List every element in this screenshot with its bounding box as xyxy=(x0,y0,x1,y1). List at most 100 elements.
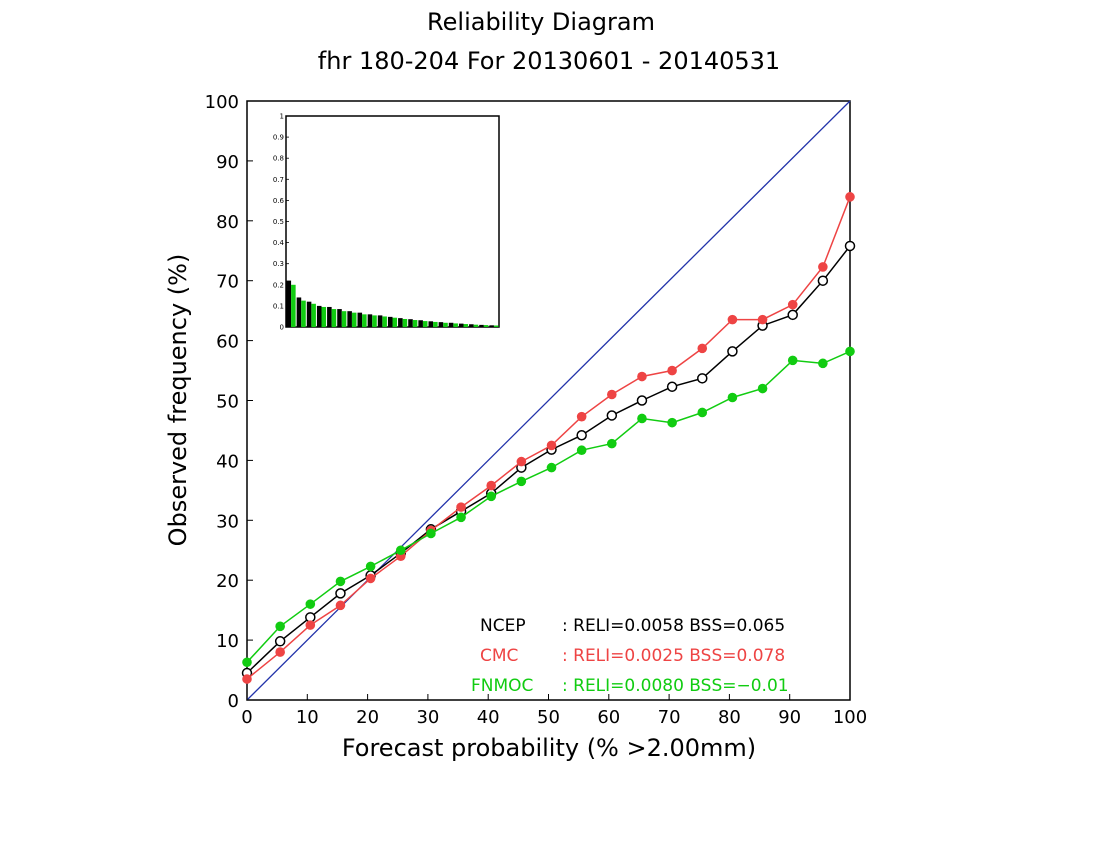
legend-name-fnmoc: FNMOC xyxy=(471,676,533,696)
y-tick-label: 100 xyxy=(205,92,239,113)
x-axis-label: Forecast probability (% >2.00mm) xyxy=(342,734,756,762)
point-ncep xyxy=(727,346,738,357)
point-ncep xyxy=(817,275,829,286)
inset-frame xyxy=(285,115,500,328)
point-ncep xyxy=(787,309,798,321)
point-fnmoc xyxy=(365,561,376,572)
inset-bar-fnmoc xyxy=(351,312,357,327)
x-tick-label: 90 xyxy=(778,707,801,728)
point-ncep xyxy=(636,395,648,406)
inset-bar-fnmoc xyxy=(311,303,316,327)
point-cmc xyxy=(787,299,798,310)
point-cmc xyxy=(757,314,768,325)
point-cmc xyxy=(845,192,855,202)
x-tick-label: 40 xyxy=(477,707,500,728)
point-fnmoc xyxy=(516,476,527,487)
inset-bar-ncep xyxy=(408,319,413,327)
chart-title: Reliability Diagram xyxy=(427,8,655,36)
inset-bar-ncep xyxy=(418,320,423,327)
x-tick-label: 30 xyxy=(416,707,439,728)
point-cmc xyxy=(818,262,828,272)
y-tick-label: 70 xyxy=(216,272,239,293)
y-tick-label: 80 xyxy=(216,212,239,233)
point-fnmoc xyxy=(335,576,346,587)
inset-bar-ncep xyxy=(347,311,352,327)
inset-y-tick-label: 0.8 xyxy=(273,155,284,163)
point-fnmoc xyxy=(637,413,647,424)
y-tick-label: 90 xyxy=(216,152,239,173)
point-fnmoc xyxy=(395,545,406,556)
point-cmc xyxy=(637,371,647,382)
legend-name-ncep: NCEP xyxy=(480,616,526,636)
inset-bar-fnmoc xyxy=(291,284,296,327)
inset-y-tick-label: 0.4 xyxy=(273,239,285,247)
inset-y-tick-label: 0 xyxy=(280,324,284,332)
point-fnmoc xyxy=(275,621,285,632)
inset-y-tick-label: 1 xyxy=(280,113,284,121)
inset-bar-fnmoc xyxy=(483,325,489,327)
point-fnmoc xyxy=(607,438,617,449)
point-ncep xyxy=(697,373,708,384)
point-cmc xyxy=(486,480,497,491)
x-tick-label: 70 xyxy=(658,707,681,728)
inset-bar-ncep xyxy=(306,301,312,327)
inset-bar-ncep xyxy=(357,312,363,327)
point-fnmoc xyxy=(667,417,677,428)
inset-bar-fnmoc xyxy=(321,306,327,327)
inset-y-tick-label: 0.6 xyxy=(273,197,285,205)
inset-bar-fnmoc xyxy=(341,311,347,327)
point-fnmoc xyxy=(305,599,316,609)
inset-bar-fnmoc xyxy=(362,314,367,327)
point-cmc xyxy=(365,573,376,584)
point-fnmoc xyxy=(757,383,768,394)
point-ncep xyxy=(335,588,346,599)
point-cmc xyxy=(607,389,617,400)
point-cmc xyxy=(576,411,587,422)
inset-bar-ncep xyxy=(327,306,332,327)
inset-bar-fnmoc xyxy=(443,322,448,327)
inset-bar-fnmoc xyxy=(453,323,458,327)
y-tick-label: 30 xyxy=(216,511,239,532)
point-ncep xyxy=(606,410,618,421)
inset-bar-ncep xyxy=(377,315,383,327)
x-tick-label: 0 xyxy=(241,707,252,728)
inset-bar-ncep xyxy=(296,297,302,327)
inset-bar-ncep xyxy=(448,322,454,327)
inset-bar-ncep xyxy=(286,280,292,327)
inset-bar-fnmoc xyxy=(372,315,377,327)
point-ncep xyxy=(666,381,678,392)
point-cmc xyxy=(275,647,285,657)
inset-bar-fnmoc xyxy=(422,321,428,327)
inset-bar-fnmoc xyxy=(433,321,438,327)
inset-bar-ncep xyxy=(489,325,494,327)
point-cmc xyxy=(305,620,316,630)
legend-stats-fnmoc: : RELI=0.0080 BSS=−0.01 xyxy=(562,676,789,696)
y-tick-label: 50 xyxy=(216,392,239,413)
inset-bar-ncep xyxy=(469,324,474,327)
inset-bar-ncep xyxy=(387,316,393,327)
x-tick-label: 60 xyxy=(597,707,620,728)
inset-bar-fnmoc xyxy=(493,325,499,327)
point-fnmoc xyxy=(242,657,252,668)
point-ncep xyxy=(576,429,587,441)
y-tick-label: 10 xyxy=(216,631,239,652)
inset-bar-fnmoc xyxy=(392,317,398,327)
legend-stats-ncep: : RELI=0.0058 BSS=0.065 xyxy=(562,616,785,636)
point-cmc xyxy=(242,674,252,684)
y-tick-label: 20 xyxy=(216,571,239,592)
point-fnmoc xyxy=(546,462,557,473)
y-tick-label: 0 xyxy=(228,691,239,712)
point-cmc xyxy=(516,456,527,467)
inset-bar-fnmoc xyxy=(463,324,469,327)
point-fnmoc xyxy=(845,346,855,357)
x-tick-label: 10 xyxy=(296,707,319,728)
inset-bar-fnmoc xyxy=(382,316,387,327)
inset-bar-ncep xyxy=(398,318,403,327)
point-fnmoc xyxy=(456,512,466,523)
inset-bar-ncep xyxy=(428,321,434,327)
x-tick-label: 50 xyxy=(537,707,560,728)
inset-y-tick-label: 0.5 xyxy=(273,218,284,226)
inset-y-tick-label: 0.3 xyxy=(273,260,284,268)
inset-bar-fnmoc xyxy=(331,309,337,327)
sample-histogram-inset: 0 0.1 0.2 0.3 0.4 0.5 0.6 0.7 0.8 0.9 1 xyxy=(273,113,500,332)
